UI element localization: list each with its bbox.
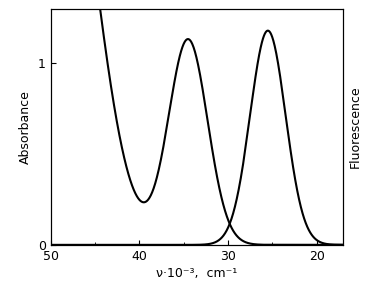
Y-axis label: Absorbance: Absorbance bbox=[19, 90, 32, 164]
Y-axis label: Fluorescence: Fluorescence bbox=[349, 86, 362, 168]
X-axis label: ν·10⁻³,  cm⁻¹: ν·10⁻³, cm⁻¹ bbox=[156, 267, 238, 280]
